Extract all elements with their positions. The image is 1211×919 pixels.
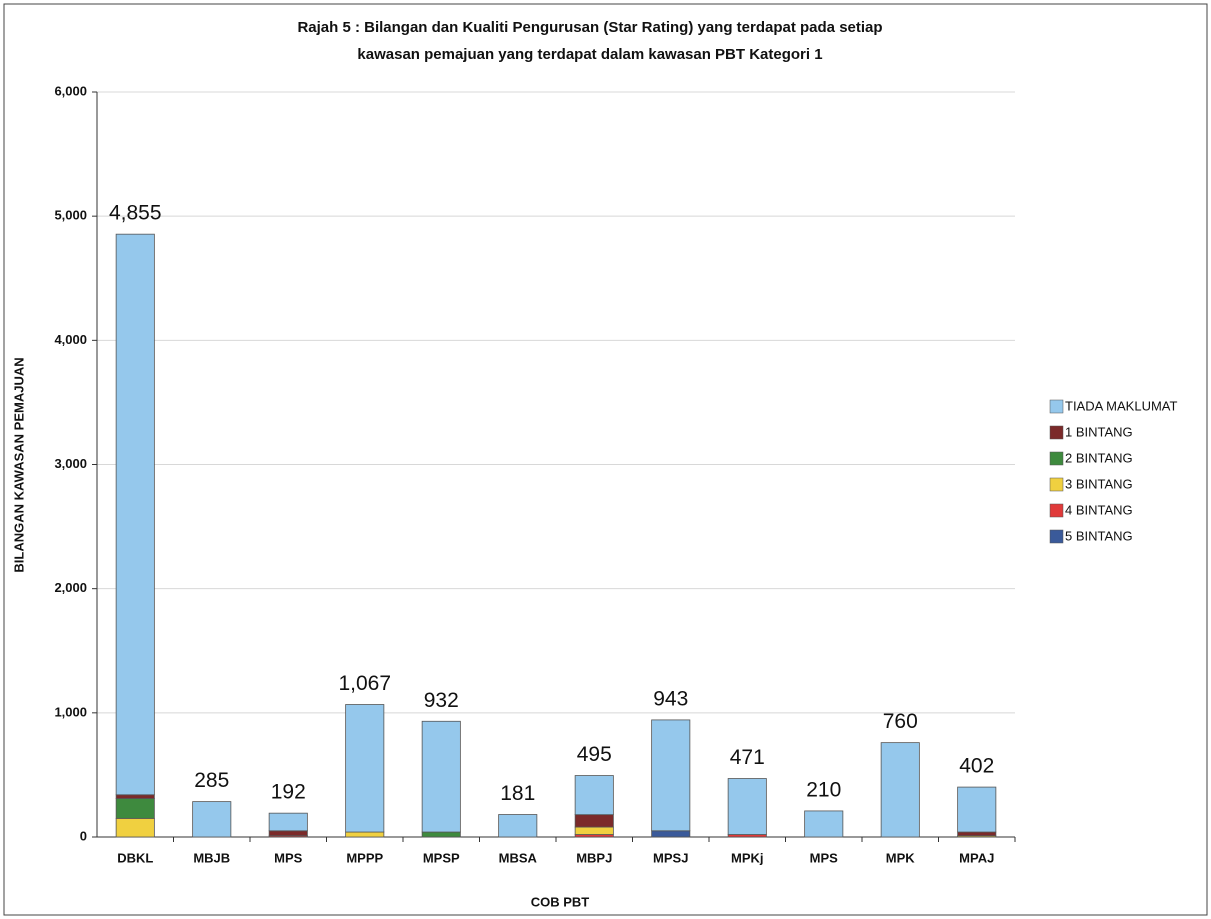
y-tick-label: 4,000 <box>54 332 87 347</box>
total-label: 943 <box>653 687 688 710</box>
bar-segment <box>345 831 385 838</box>
total-label: 192 <box>271 781 306 804</box>
bar-segment <box>345 704 385 833</box>
bar-segment <box>115 233 155 796</box>
y-tick-label: 1,000 <box>54 704 87 719</box>
bar-segment <box>651 830 691 838</box>
bar-segment <box>498 814 538 838</box>
total-label: 760 <box>883 710 918 733</box>
legend-label: 2 BINTANG <box>1065 450 1133 465</box>
total-label: 471 <box>730 746 765 769</box>
x-tick-label: MBSA <box>499 850 538 865</box>
bar-segment <box>115 794 155 799</box>
chart-border <box>3 3 1208 916</box>
bar-segment <box>268 830 308 837</box>
x-tick-label: DBKL <box>117 850 153 865</box>
total-label: 210 <box>806 778 841 801</box>
bar-segment <box>804 810 844 838</box>
x-tick-label: MPKj <box>731 850 764 865</box>
total-label: 4,855 <box>109 202 162 225</box>
bar-segment <box>574 814 614 828</box>
bar-segment <box>957 831 997 837</box>
total-label: 1,067 <box>338 672 391 695</box>
bar-segment <box>421 831 461 838</box>
x-tick-label: MBPJ <box>576 850 612 865</box>
chart-title: Rajah 5 : Bilangan dan Kualiti Pengurusa… <box>297 19 882 36</box>
x-tick-label: MPSP <box>423 850 460 865</box>
y-tick-label: 2,000 <box>54 580 87 595</box>
x-tick-label: MPK <box>886 850 916 865</box>
total-label: 932 <box>424 689 459 712</box>
bar-segment <box>957 786 997 833</box>
bar-segment <box>574 826 614 835</box>
bar-segment <box>115 798 155 819</box>
y-tick-label: 3,000 <box>54 456 87 471</box>
y-tick-label: 0 <box>80 828 87 843</box>
total-label: 181 <box>500 782 535 805</box>
legend-label: TIADA MAKLUMAT <box>1065 398 1178 413</box>
total-label: 285 <box>194 769 229 792</box>
total-label: 495 <box>577 743 612 766</box>
bar-segment <box>651 719 691 832</box>
bar-segment <box>421 720 461 833</box>
legend-swatch <box>1049 503 1064 518</box>
legend-swatch <box>1049 529 1064 544</box>
bar-segment <box>268 812 308 832</box>
x-tick-label: MPPP <box>346 850 383 865</box>
bar-segment <box>727 778 767 835</box>
legend-label: 4 BINTANG <box>1065 502 1133 517</box>
bar-segment <box>574 775 614 816</box>
x-tick-label: MBJB <box>193 850 230 865</box>
bar-segment <box>880 742 920 838</box>
x-tick-label: MPSJ <box>653 850 688 865</box>
chart-subtitle: kawasan pemajuan yang terdapat dalam kaw… <box>357 46 822 63</box>
x-tick-label: MPS <box>274 850 303 865</box>
legend-swatch <box>1049 451 1064 466</box>
legend-swatch <box>1049 399 1064 414</box>
x-axis-title: COB PBT <box>531 894 590 909</box>
y-tick-label: 6,000 <box>54 83 87 98</box>
y-tick-label: 5,000 <box>54 208 87 223</box>
total-label: 402 <box>959 755 994 778</box>
legend-swatch <box>1049 477 1064 492</box>
bar-segment <box>192 801 232 838</box>
x-tick-label: MPAJ <box>959 850 994 865</box>
x-tick-label: MPS <box>810 850 839 865</box>
legend-label: 3 BINTANG <box>1065 476 1133 491</box>
bar-segment <box>115 817 155 838</box>
y-axis-title: BILANGAN KAWASAN PEMAJUAN <box>11 357 26 572</box>
legend-label: 5 BINTANG <box>1065 528 1133 543</box>
legend-swatch <box>1049 425 1064 440</box>
legend-label: 1 BINTANG <box>1065 424 1133 439</box>
